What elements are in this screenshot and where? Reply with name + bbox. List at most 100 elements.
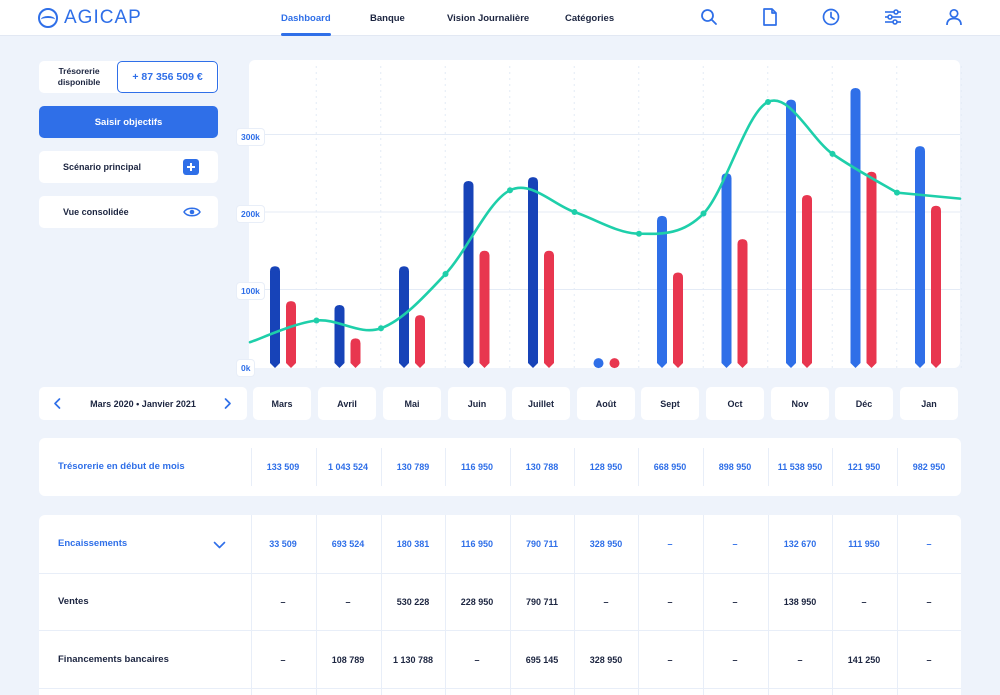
- tab-categories[interactable]: Catégories: [565, 12, 615, 24]
- column-divider: [832, 448, 833, 486]
- chevron-left-icon[interactable]: [51, 397, 64, 410]
- bar-series1: [786, 99, 796, 368]
- tab-banque[interactable]: Banque: [370, 12, 405, 24]
- column-divider: [574, 448, 575, 486]
- table-cell: –: [926, 597, 932, 607]
- column-divider: [638, 515, 639, 695]
- y-tick-label: 200k: [237, 206, 264, 222]
- line-point: [378, 325, 384, 332]
- table-cell: 141 250: [847, 655, 881, 665]
- table-cell: 790 711: [525, 539, 559, 549]
- column-divider: [510, 515, 511, 695]
- line-point: [894, 189, 900, 196]
- table-cell: 790 711: [525, 597, 559, 607]
- month-chip-nov[interactable]: Nov: [771, 387, 829, 420]
- table-cell: –: [732, 655, 738, 665]
- tab-dashboard[interactable]: Dashboard: [281, 0, 331, 36]
- table-cell: 668 950: [653, 462, 687, 472]
- logo-mark-icon: [38, 8, 58, 28]
- user-icon[interactable]: [944, 7, 964, 27]
- line-point: [636, 230, 642, 237]
- month-chip-avril[interactable]: Avril: [318, 387, 376, 420]
- table-cell: –: [732, 539, 738, 549]
- consolidated-view-option[interactable]: Vue consolidée: [39, 196, 218, 228]
- y-tick-label: 100k: [237, 283, 264, 299]
- table-cell: 33 509: [269, 539, 297, 549]
- table-cell: 121 950: [847, 462, 881, 472]
- cash-flow-chart-card: [249, 60, 960, 368]
- main-scenario-label: Scénario principal: [63, 162, 142, 172]
- column-divider: [381, 448, 382, 486]
- month-chip-juin[interactable]: Juin: [448, 387, 506, 420]
- table-cell: 128 950: [589, 462, 623, 472]
- document-icon[interactable]: [760, 7, 780, 27]
- bar-series2: [802, 194, 812, 368]
- row-divider: [39, 573, 961, 574]
- table-cell: 116 950: [460, 539, 494, 549]
- table-cell: –: [667, 597, 673, 607]
- eye-icon[interactable]: [183, 206, 201, 218]
- row-divider: [39, 688, 961, 689]
- bar-series2: [286, 301, 296, 368]
- column-divider: [768, 515, 769, 695]
- row-divider: [39, 630, 961, 631]
- bar-series1: [721, 173, 732, 368]
- month-chip-aout[interactable]: Août: [577, 387, 635, 420]
- y-tick-label: 0k: [237, 360, 255, 376]
- month-chip-juillet[interactable]: Juillet: [512, 387, 570, 420]
- search-icon[interactable]: [699, 7, 719, 27]
- line-point: [313, 317, 320, 324]
- row-label-encaissements[interactable]: Encaissements: [58, 538, 128, 549]
- top-navigation-bar: AGICAP Dashboard Banque Vision Journaliè…: [0, 0, 1000, 36]
- column-divider: [316, 448, 317, 486]
- table-cell: 130 788: [525, 462, 559, 472]
- column-divider: [445, 515, 446, 695]
- cash-flow-chart: [248, 66, 962, 369]
- bar-series2: [415, 315, 425, 368]
- chevron-down-icon[interactable]: [213, 540, 226, 550]
- month-chip-jan[interactable]: Jan: [900, 387, 958, 420]
- logo-text: AGICAP: [64, 7, 142, 28]
- table-cell: –: [474, 655, 480, 665]
- cash-flow-table: Encaissements Ventes Financements bancai…: [39, 515, 961, 695]
- row-label-financements: Financements bancaires: [58, 654, 169, 665]
- table-cell: 328 950: [589, 539, 623, 549]
- available-cash-label: Trésorerie disponible: [57, 66, 101, 87]
- sliders-icon[interactable]: [883, 7, 903, 27]
- table-cell: 11 538 950: [777, 462, 823, 472]
- set-objectives-button[interactable]: Saisir objectifs: [39, 106, 218, 138]
- opening-balance-table: Trésorerie en début de mois 133 509 1 043…: [39, 438, 961, 496]
- table-cell: –: [732, 597, 738, 607]
- chevron-right-icon[interactable]: [221, 397, 234, 410]
- bar-series1: [334, 305, 345, 368]
- period-label: Mars 2020 • Janvier 2021: [90, 398, 196, 409]
- available-cash-card: Trésorerie disponible + 87 356 509 €: [39, 61, 219, 93]
- bar-series2: [931, 205, 941, 368]
- line-point: [700, 210, 707, 217]
- column-divider: [381, 515, 382, 695]
- column-divider: [574, 515, 575, 695]
- main-scenario-option[interactable]: Scénario principal: [39, 151, 218, 183]
- clock-icon[interactable]: [821, 7, 841, 27]
- table-cell: 138 950: [783, 597, 817, 607]
- table-cell: 228 950: [460, 597, 494, 607]
- line-point: [571, 209, 578, 215]
- month-chip-sept[interactable]: Sept: [641, 387, 699, 420]
- column-divider: [251, 448, 252, 486]
- month-chip-dec[interactable]: Déc: [835, 387, 893, 420]
- column-divider: [832, 515, 833, 695]
- month-chip-mars[interactable]: Mars: [253, 387, 311, 420]
- row-label-opening-balance: Trésorerie en début de mois: [58, 461, 185, 472]
- add-scenario-button[interactable]: [183, 159, 199, 175]
- agicap-logo[interactable]: AGICAP: [38, 7, 142, 29]
- table-cell: –: [797, 655, 803, 665]
- bar-series1: [399, 266, 409, 368]
- month-chip-oct[interactable]: Oct: [706, 387, 764, 420]
- table-cell: –: [667, 655, 673, 665]
- month-chip-mai[interactable]: Mai: [383, 387, 441, 420]
- tab-vision-journaliere[interactable]: Vision Journalière: [447, 12, 530, 24]
- bar-series2: [544, 250, 554, 368]
- bar-series2: [609, 358, 620, 369]
- line-point: [765, 98, 771, 105]
- table-cell: 130 789: [396, 462, 430, 472]
